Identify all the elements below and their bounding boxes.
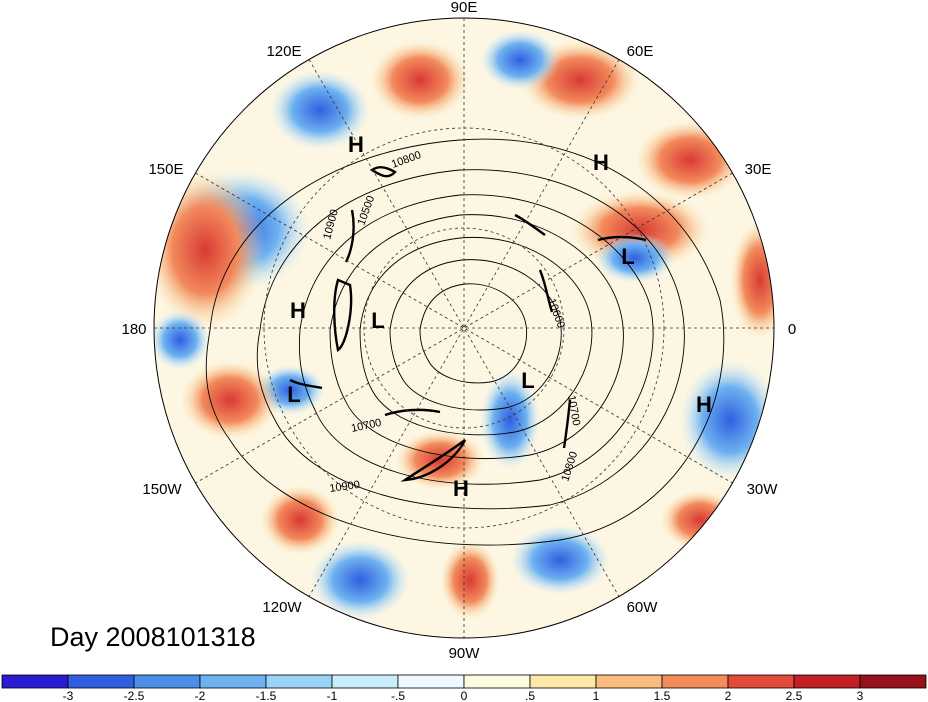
colorbar-tick-label: 1 (593, 689, 600, 702)
lon-label-0: 0 (788, 321, 796, 338)
longitude-labels: 90E 60E 30E 0 30W 60W 90W 120W 150W 180 … (121, 0, 796, 662)
lon-label-60e: 60E (627, 43, 654, 60)
colorbar-swatch (397, 674, 465, 689)
colorbar-swatch (463, 674, 531, 689)
lon-label-30e: 30E (745, 161, 772, 178)
colorbar-swatch (727, 674, 795, 689)
colorbar-swatch (859, 674, 927, 689)
contour-label: 10700 (565, 394, 582, 426)
low-marker: L (521, 368, 534, 393)
colorbar-tick-label: -1.5 (256, 689, 277, 702)
colorbar-swatch (595, 674, 663, 689)
colorbar-tick-label: 3 (857, 689, 864, 702)
colorbar: -3 -2.5 -2 -1.5 -1 -.5 0 .5 1 1.5 2 2.5 3 (1, 674, 927, 702)
colorbar-swatch (265, 674, 333, 689)
low-marker: L (287, 382, 300, 407)
lon-label-120e: 120E (266, 43, 301, 60)
colorbar-swatch (133, 674, 201, 689)
lon-label-180: 180 (121, 321, 146, 338)
colorbar-tick-label: -1 (327, 689, 338, 702)
colorbar-tick-label: -2 (195, 689, 206, 702)
colorbar-tick-label: -2.5 (124, 689, 145, 702)
lon-label-90w: 90W (449, 645, 481, 662)
colorbar-tick-label: 2 (725, 689, 732, 702)
map-title: Day 2008101318 (50, 622, 256, 652)
colorbar-swatch (793, 674, 861, 689)
lon-label-30w: 30W (747, 481, 779, 498)
colorbar-tick-label: 0 (461, 689, 468, 702)
pressure-systems: H H L H L L L H H (287, 132, 712, 501)
colorbar-swatch (67, 674, 135, 689)
anomaly-shading (154, 18, 774, 638)
colorbar-swatch (529, 674, 597, 689)
high-marker: H (696, 392, 712, 417)
lon-label-90e: 90E (451, 0, 478, 16)
low-marker: L (621, 244, 634, 269)
low-marker: L (371, 308, 384, 333)
high-marker: H (290, 298, 306, 323)
lon-label-150w: 150W (142, 481, 182, 498)
high-marker: H (453, 476, 469, 501)
colorbar-tick-label: 2.5 (786, 689, 803, 702)
contour-label: 10900 (329, 479, 361, 495)
high-marker: H (348, 132, 364, 157)
colorbar-tick-label: -3 (63, 689, 74, 702)
map-border (153, 17, 775, 639)
colorbar-swatch (331, 674, 399, 689)
jet-streaks (289, 166, 647, 482)
height-contours (205, 138, 725, 546)
colorbar-tick-label: .5 (525, 689, 535, 702)
colorbar-tick-label: -.5 (391, 689, 405, 702)
lon-label-120w: 120W (262, 599, 302, 616)
high-marker: H (593, 150, 609, 175)
graticule (154, 18, 774, 638)
lon-label-150e: 150E (148, 161, 183, 178)
colorbar-swatch (661, 674, 729, 689)
colorbar-tick-label: 1.5 (654, 689, 671, 702)
colorbar-swatch (199, 674, 267, 689)
lon-label-60w: 60W (627, 599, 659, 616)
colorbar-swatch (1, 674, 69, 689)
